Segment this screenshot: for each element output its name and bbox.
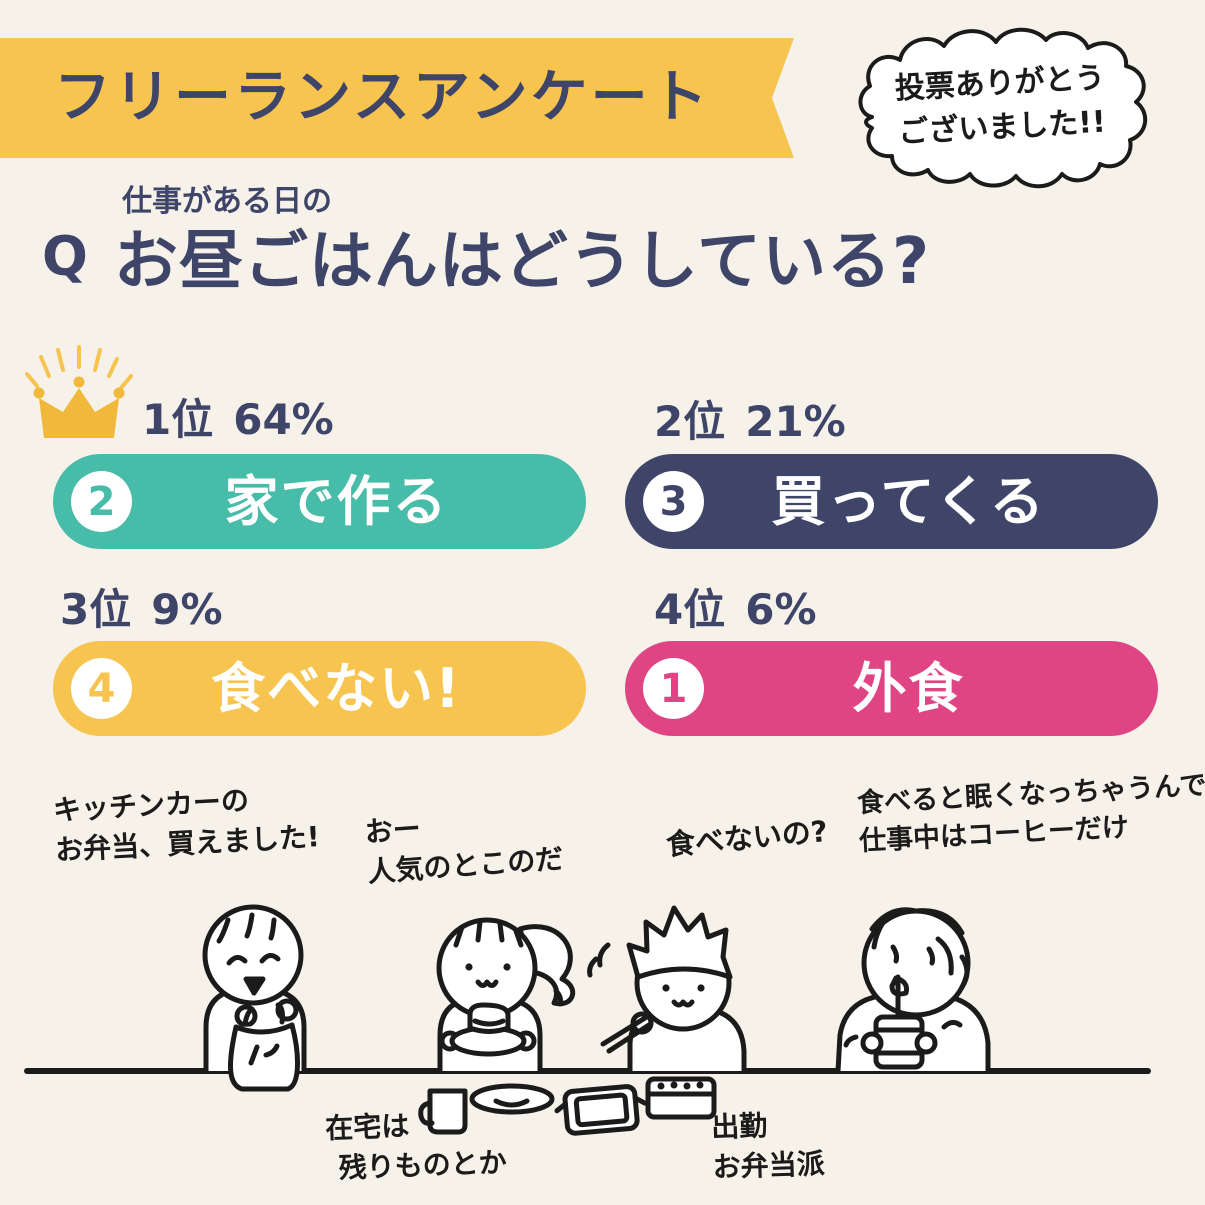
speech-line: 食べないの? [664, 814, 829, 862]
rank-1-percent: 64% [233, 395, 334, 444]
option-label: 食べない! [211, 657, 462, 720]
option-label: 家で作る [224, 470, 449, 533]
rank-2-percent: 21% [745, 397, 846, 446]
option-number-badge: 3 [643, 471, 704, 532]
question-subtitle: 仕事がある日の [122, 184, 332, 219]
person-kitchen-car [202, 904, 307, 1092]
characters-illustration [24, 904, 1151, 1136]
crown-icon [25, 345, 133, 438]
option-number: 1 [659, 665, 688, 712]
person-homemade [436, 917, 576, 1074]
option-number: 4 [87, 665, 116, 712]
rank-label-1: 1位 64% [142, 386, 334, 447]
rank-label-4: 4位 6% [654, 576, 817, 637]
option-label: 買ってくる [771, 470, 1046, 533]
lunchbox-lid [554, 1084, 648, 1136]
speech-kitchen-car: キッチンカーの お弁当、買えました! [52, 777, 321, 870]
person-coffee [835, 907, 991, 1074]
option-label: 外食 [852, 657, 965, 720]
rank-4-position: 4位 [654, 585, 726, 634]
option-number: 3 [659, 478, 688, 525]
result-pill-rank3: 4 食べない! [53, 641, 586, 736]
thanks-text: 投票ありがとう ございました!! [832, 53, 1170, 159]
page-title: フリーランスアンケート [54, 64, 711, 130]
speech-not-eating: 食べないの? [665, 811, 830, 866]
rank-label-3: 3位 9% [60, 576, 223, 637]
option-number-badge: 1 [643, 658, 704, 719]
person-bento [587, 905, 747, 1120]
result-pill-rank4: 1 外食 [625, 641, 1158, 736]
rank-3-percent: 9% [151, 585, 223, 634]
speech-coffee-only: 食べると眠くなっちゃうんで 仕事中はコーヒーだけ [856, 767, 1205, 862]
cloud-bubble-icon [858, 27, 1147, 189]
rank-2-position: 2位 [654, 397, 726, 446]
question-q-mark: Q [42, 224, 88, 288]
question-title: Q お昼ごはんはどうしている? [42, 210, 930, 302]
question-text: お昼ごはんはどうしている? [113, 225, 931, 299]
option-number: 2 [87, 478, 116, 525]
rank-label-2: 2位 21% [654, 388, 846, 449]
title-banner: フリーランスアンケート [0, 38, 794, 158]
mug-and-plate [418, 1083, 555, 1135]
rank-1-position: 1位 [142, 395, 214, 444]
thanks-bubble: 投票ありがとう ございました!! [834, 22, 1168, 204]
option-number-badge: 2 [71, 471, 132, 532]
rank-4-percent: 6% [745, 585, 817, 634]
result-pill-rank1: 2 家で作る [53, 454, 586, 549]
rank-3-position: 3位 [60, 585, 132, 634]
option-number-badge: 4 [71, 658, 132, 719]
result-pill-rank2: 3 買ってくる [625, 454, 1158, 549]
